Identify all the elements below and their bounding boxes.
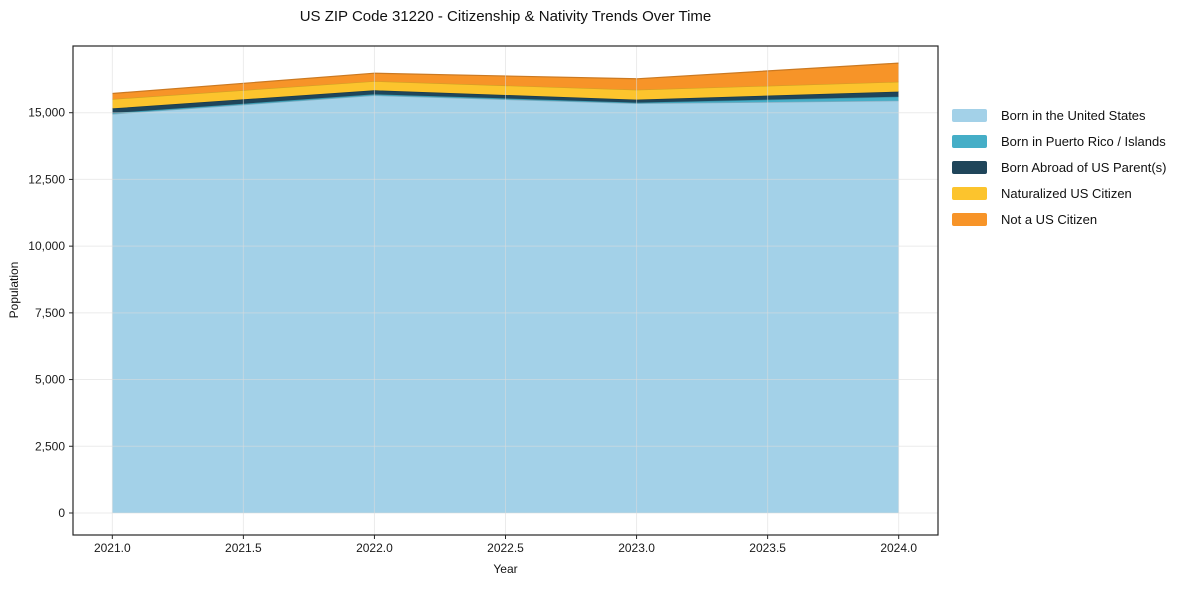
area-series-2 <box>112 90 899 113</box>
x-axis-title: Year <box>493 562 518 576</box>
y-tick-label: 10,000 <box>28 239 65 253</box>
legend-item: Born Abroad of US Parent(s) <box>952 154 1166 180</box>
legend-label: Not a US Citizen <box>1001 211 1098 227</box>
legend-swatch <box>952 108 987 122</box>
legend-label: Born in Puerto Rico / Islands <box>1001 133 1166 149</box>
chart-title: US ZIP Code 31220 - Citizenship & Nativi… <box>299 8 712 25</box>
legend-swatch <box>952 212 987 226</box>
legend-item: Born in the United States <box>952 102 1166 128</box>
x-tick-label: 2022.5 <box>487 541 524 555</box>
legend-item: Born in Puerto Rico / Islands <box>952 128 1166 154</box>
y-axis-title: Population <box>7 261 21 319</box>
y-tick-label: 15,000 <box>28 106 65 120</box>
legend-item: Naturalized US Citizen <box>952 180 1166 206</box>
y-tick-label: 2,500 <box>35 439 65 453</box>
y-tick-label: 5,000 <box>35 373 65 387</box>
legend: Born in the United States Born in Puerto … <box>952 102 1166 232</box>
y-tick-label: 7,500 <box>35 306 65 320</box>
x-tick-label: 2021.0 <box>94 541 131 555</box>
x-tick-label: 2023.0 <box>618 541 655 555</box>
y-tick-label: 12,500 <box>28 172 65 186</box>
legend-label: Born in the United States <box>1001 107 1146 123</box>
legend-swatch <box>952 186 987 200</box>
y-tick-label: 0 <box>58 506 65 520</box>
x-tick-label: 2021.5 <box>225 541 262 555</box>
x-tick-label: 2023.5 <box>749 541 786 555</box>
legend-item: Not a US Citizen <box>952 206 1166 232</box>
legend-swatch <box>952 160 987 174</box>
x-tick-label: 2024.0 <box>880 541 917 555</box>
x-tick-label: 2022.0 <box>356 541 393 555</box>
legend-swatch <box>952 134 987 148</box>
legend-label: Naturalized US Citizen <box>1001 185 1132 201</box>
legend-label: Born Abroad of US Parent(s) <box>1001 159 1167 175</box>
